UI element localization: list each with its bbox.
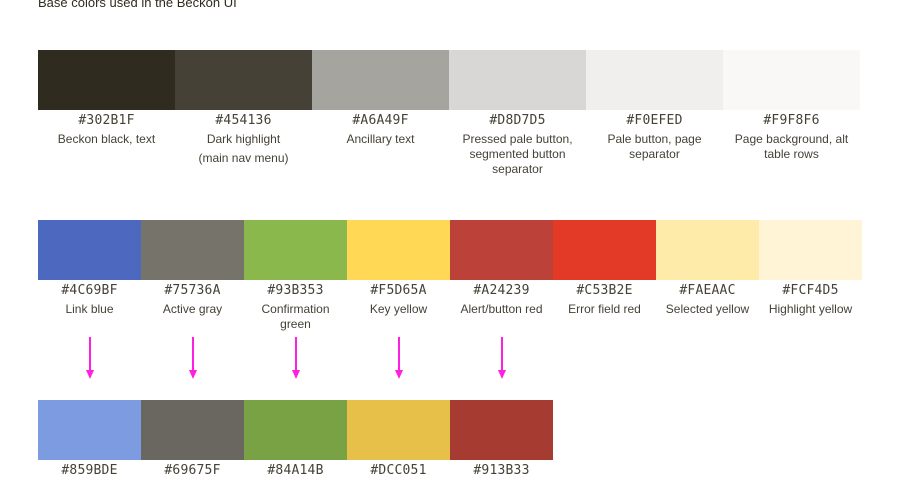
hex-code: #454136 <box>215 113 272 128</box>
color-label: Pressed pale button, segmented button se… <box>462 132 573 176</box>
color-swatch-item: #A6A49F Ancillary text <box>312 50 449 177</box>
hex-code: #F5D65A <box>370 283 427 298</box>
hex-code: #913B33 <box>473 463 530 478</box>
page-title: Base colors used in the Beckon UI <box>38 0 237 10</box>
hex-code: #FCF4D5 <box>782 283 839 298</box>
hex-code: #69675F <box>164 463 221 478</box>
color-swatch-item: #FAEAAC Selected yellow <box>656 220 759 332</box>
color-swatch-item: #F9F8F6 Page background, alt table rows <box>723 50 860 177</box>
hex-code: #D8D7D5 <box>489 113 546 128</box>
color-swatch <box>244 220 347 280</box>
color-swatch-item: #454136 Dark highlight (main nav menu) <box>175 50 312 177</box>
color-swatch <box>450 400 553 460</box>
arrow-row <box>38 337 553 381</box>
color-swatch <box>586 50 723 110</box>
color-label: Beckon black, text <box>57 132 156 146</box>
color-swatch <box>141 400 244 460</box>
hex-code: #DCC051 <box>370 463 427 478</box>
hex-code: #F0EFED <box>626 113 683 128</box>
color-label: Alert/button red <box>460 302 543 316</box>
hex-code: #302B1F <box>78 113 135 128</box>
down-arrow-icon <box>244 337 347 381</box>
hex-code: #4C69BF <box>61 283 118 298</box>
down-arrow-icon <box>450 337 553 381</box>
hex-code: #859BDE <box>61 463 118 478</box>
color-label: Link blue <box>65 302 114 316</box>
hex-code: #93B353 <box>267 283 324 298</box>
color-swatch <box>723 50 860 110</box>
color-swatch <box>38 50 175 110</box>
color-label: Ancillary text <box>346 132 415 146</box>
color-swatch-item: #DCC051 <box>347 400 450 479</box>
color-swatch <box>450 220 553 280</box>
hex-code: #FAEAAC <box>679 283 736 298</box>
color-swatch-item: #D8D7D5 Pressed pale button, segmented b… <box>449 50 586 177</box>
color-label: Highlight yellow <box>768 302 853 316</box>
color-swatch-item: #4C69BF Link blue <box>38 220 141 332</box>
color-swatch <box>175 50 312 110</box>
hex-code: #A24239 <box>473 283 530 298</box>
color-swatch-item: #69675F <box>141 400 244 479</box>
color-swatch <box>244 400 347 460</box>
color-label-secondary: (main nav menu) <box>198 151 289 165</box>
down-arrow-icon <box>38 337 141 381</box>
color-label: Dark highlight <box>206 132 281 146</box>
color-swatch <box>449 50 586 110</box>
color-label: Key yellow <box>369 302 428 316</box>
color-swatch-item: #84A14B <box>244 400 347 479</box>
hex-code: #75736A <box>164 283 221 298</box>
color-label: Confirmation green <box>261 302 330 331</box>
base-colors-row: #302B1F Beckon black, text #454136 Dark … <box>38 50 860 177</box>
color-swatch <box>553 220 656 280</box>
hex-code: #84A14B <box>267 463 324 478</box>
color-swatch-item: #302B1F Beckon black, text <box>38 50 175 177</box>
hex-code: #A6A49F <box>352 113 409 128</box>
hex-code: #F9F8F6 <box>763 113 820 128</box>
color-swatch <box>38 220 141 280</box>
color-label: Error field red <box>568 302 641 316</box>
color-swatch <box>656 220 759 280</box>
hex-code: #C53B2E <box>576 283 633 298</box>
color-swatch <box>141 220 244 280</box>
color-swatch-item: #93B353 Confirmation green <box>244 220 347 332</box>
color-swatch-item: #A24239 Alert/button red <box>450 220 553 332</box>
down-arrow-icon <box>141 337 244 381</box>
down-arrow-icon <box>347 337 450 381</box>
color-label: Active gray <box>162 302 223 316</box>
color-label: Page background, alt table rows <box>734 132 849 161</box>
color-swatch-item: #C53B2E Error field red <box>553 220 656 332</box>
color-swatch-item: #75736A Active gray <box>141 220 244 332</box>
color-swatch <box>347 400 450 460</box>
color-label: Pale button, page separator <box>607 132 702 161</box>
color-swatch-item: #913B33 <box>450 400 553 479</box>
color-swatch-item: #859BDE <box>38 400 141 479</box>
color-swatch <box>312 50 449 110</box>
color-swatch-item: #FCF4D5 Highlight yellow <box>759 220 862 332</box>
accent-colors-row: #4C69BF Link blue #75736A Active gray #9… <box>38 220 862 332</box>
hover-colors-row: #859BDE #69675F #84A14B #DCC051 #913B33 <box>38 400 553 479</box>
color-swatch <box>38 400 141 460</box>
color-swatch-item: #F5D65A Key yellow <box>347 220 450 332</box>
color-swatch <box>759 220 862 280</box>
color-label: Selected yellow <box>665 302 750 316</box>
color-swatch-item: #F0EFED Pale button, page separator <box>586 50 723 177</box>
color-swatch <box>347 220 450 280</box>
